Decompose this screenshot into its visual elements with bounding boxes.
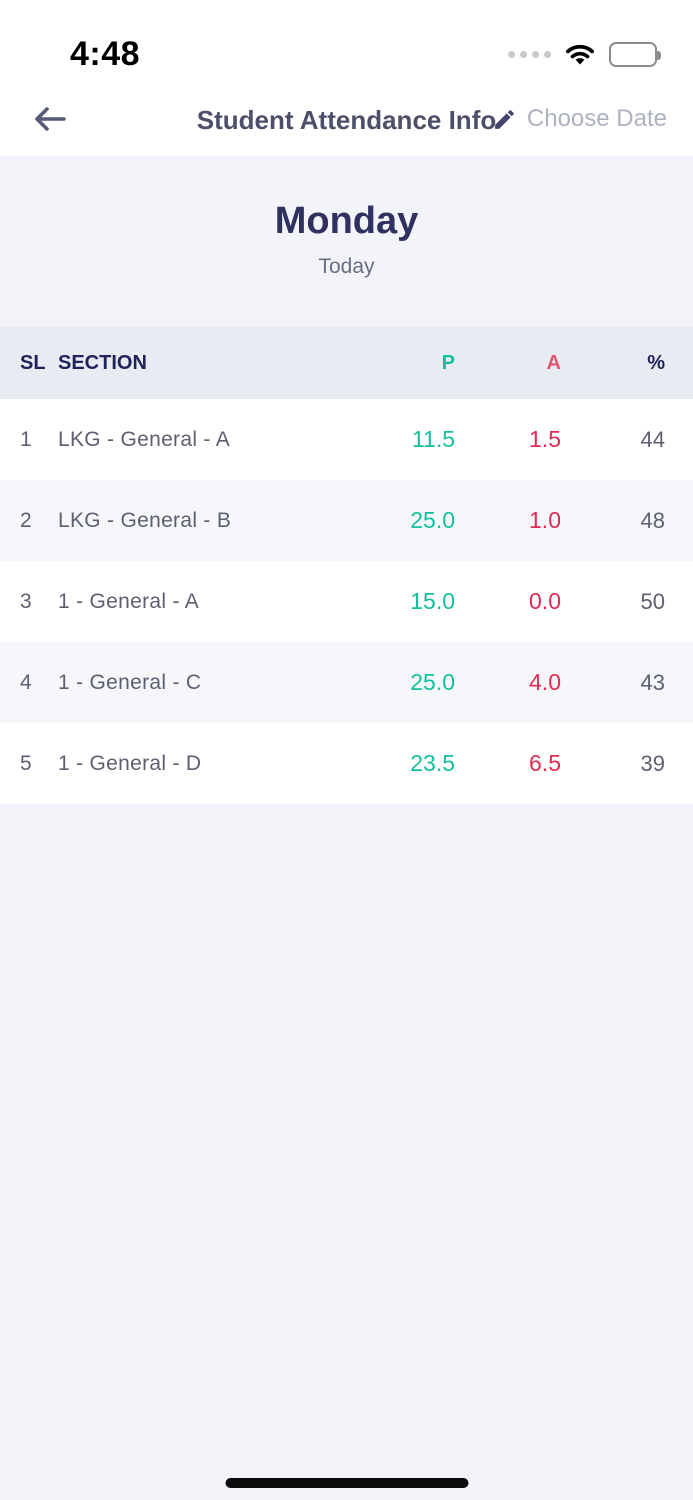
column-header-present: P xyxy=(441,351,455,374)
row-absent-count: 4.0 xyxy=(529,669,561,695)
row-present-count: 15.0 xyxy=(410,588,455,614)
app-header: Student Attendance Info Choose Date xyxy=(0,90,693,156)
bottom-filler xyxy=(0,804,693,1500)
row-section-name: 1 - General - D xyxy=(58,751,202,775)
row-absent-count: 6.5 xyxy=(529,750,561,776)
back-arrow-icon xyxy=(30,103,68,135)
column-header-sl: SL xyxy=(20,351,46,374)
row-present-count: 25.0 xyxy=(410,507,455,533)
status-time: 4:48 xyxy=(70,34,141,73)
row-absent-count: 0.0 xyxy=(529,588,561,614)
table-row[interactable]: 1 LKG - General - A 11.5 1.5 44 xyxy=(0,399,693,480)
home-indicator[interactable] xyxy=(225,1478,468,1488)
table-row[interactable]: 5 1 - General - D 23.5 6.5 39 xyxy=(0,723,693,804)
battery-icon xyxy=(609,41,661,67)
pencil-icon xyxy=(492,107,517,132)
status-icons xyxy=(508,41,661,67)
row-percentage: 39 xyxy=(640,750,665,776)
day-banner: Monday Today xyxy=(0,156,693,327)
row-section-name: 1 - General - C xyxy=(58,670,202,694)
row-present-count: 25.0 xyxy=(410,669,455,695)
day-title: Monday xyxy=(274,200,419,242)
row-serial: 1 xyxy=(20,427,32,451)
page-title: Student Attendance Info xyxy=(196,105,497,136)
row-absent-count: 1.5 xyxy=(529,426,561,452)
column-header-absent: A xyxy=(546,351,561,374)
row-serial: 2 xyxy=(20,508,32,532)
attendance-table-body: 1 LKG - General - A 11.5 1.5 44 2 LKG - … xyxy=(0,399,693,804)
row-absent-count: 1.0 xyxy=(529,507,561,533)
row-section-name: 1 - General - A xyxy=(58,589,200,613)
back-button[interactable] xyxy=(26,99,72,139)
column-header-section: SECTION xyxy=(58,351,147,374)
row-section-name: LKG - General - A xyxy=(58,427,231,451)
row-serial: 3 xyxy=(20,589,32,613)
row-percentage: 44 xyxy=(640,426,665,452)
cellular-signal-icon xyxy=(508,50,551,58)
row-percentage: 43 xyxy=(640,669,665,695)
table-header-row: SL SECTION P A % xyxy=(0,327,693,399)
row-present-count: 23.5 xyxy=(410,750,455,776)
row-serial: 4 xyxy=(20,670,32,694)
status-bar: 4:48 xyxy=(0,0,693,90)
table-row[interactable]: 4 1 - General - C 25.0 4.0 43 xyxy=(0,642,693,723)
choose-date-label: Choose Date xyxy=(526,105,667,132)
row-section-name: LKG - General - B xyxy=(58,508,232,532)
table-row[interactable]: 2 LKG - General - B 25.0 1.0 48 xyxy=(0,480,693,561)
table-row[interactable]: 3 1 - General - A 15.0 0.0 50 xyxy=(0,561,693,642)
row-percentage: 50 xyxy=(640,588,665,614)
wifi-icon xyxy=(563,41,597,67)
row-present-count: 11.5 xyxy=(411,426,455,452)
row-percentage: 48 xyxy=(640,507,665,533)
column-header-percent: % xyxy=(647,351,665,374)
row-serial: 5 xyxy=(20,751,32,775)
day-subtitle: Today xyxy=(318,255,375,278)
choose-date-button[interactable]: Choose Date xyxy=(492,105,667,133)
